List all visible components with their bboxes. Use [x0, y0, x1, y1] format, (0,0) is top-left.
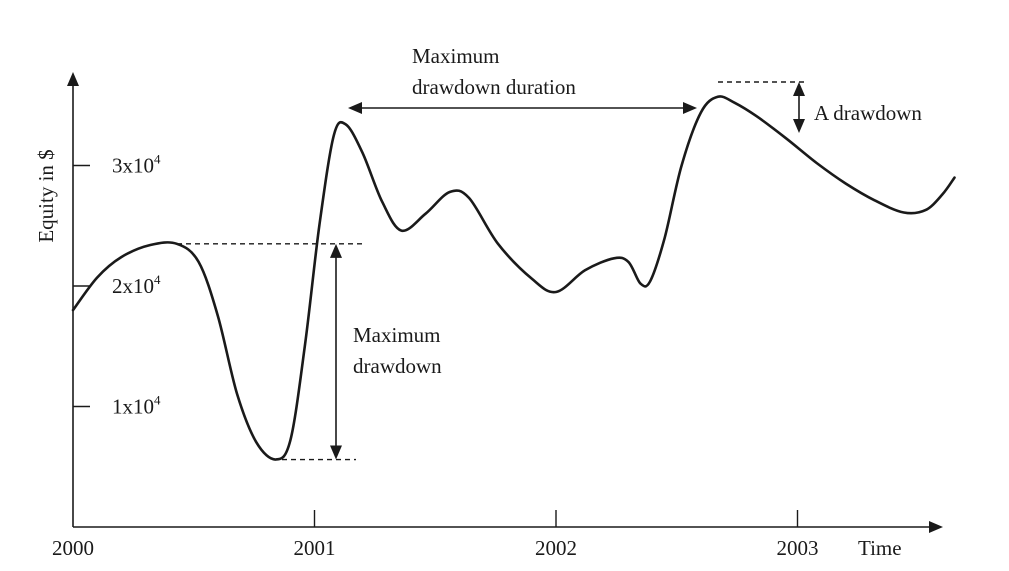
y-tick-label: 2x104: [112, 272, 161, 298]
x-tick-label: 2002: [535, 536, 577, 560]
x-axis-ticks: 2000 2001 2002 2003: [52, 510, 819, 560]
a-drawdown-label: A drawdown: [814, 101, 922, 125]
equity-curve-line: [71, 95, 956, 461]
x-axis-arrowhead: [929, 521, 943, 533]
y-tick-label: 3x104: [112, 152, 161, 178]
drawdown-guides: [177, 81, 806, 461]
max-drawdown-arrowhead-bottom: [330, 445, 342, 460]
a-drawdown-arrowhead-top: [793, 82, 805, 96]
duration-arrowhead-left: [348, 102, 362, 114]
duration-arrowhead-right: [683, 102, 697, 114]
y-axis-ticks: 1x104 2x104 3x104: [73, 152, 161, 419]
x-tick-label: 2003: [777, 536, 819, 560]
max-drawdown-arrowhead-top: [330, 243, 342, 258]
a-drawdown-arrowhead-bottom: [793, 119, 805, 133]
max-drawdown-label-line2: drawdown: [353, 354, 442, 378]
y-tick-label: 1x104: [112, 393, 161, 419]
x-tick-label: 2001: [294, 536, 336, 560]
max-drawdown-label-line1: Maximum: [353, 323, 441, 347]
max-drawdown-duration-label-line2: drawdown duration: [412, 75, 576, 99]
max-drawdown-duration-label-line1: Maximum: [412, 44, 500, 68]
x-tick-label: 2000: [52, 536, 94, 560]
x-axis-label: Time: [858, 536, 902, 560]
axes: [67, 72, 943, 533]
y-axis-arrowhead: [67, 72, 79, 86]
y-axis-label: Equity in $: [34, 149, 58, 242]
